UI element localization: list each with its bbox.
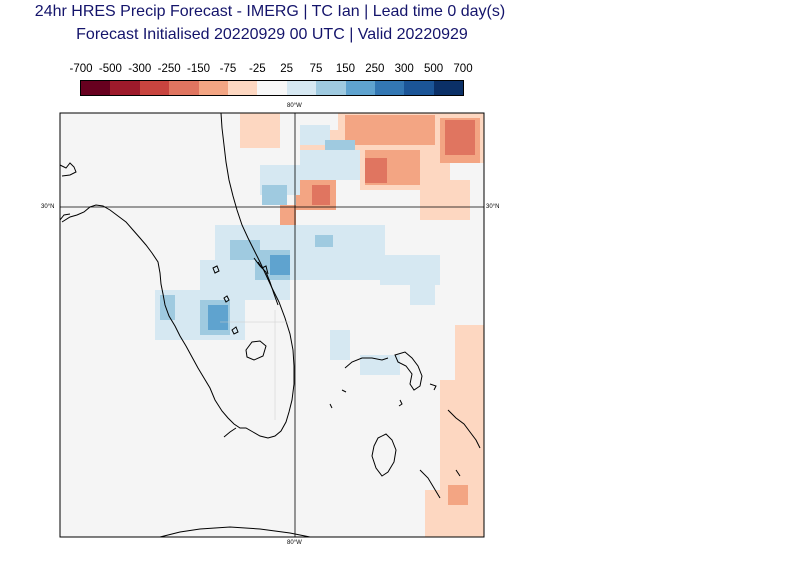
florida-keys: [223, 427, 237, 438]
coastlines: [59, 112, 481, 538]
precip-cell: [345, 115, 435, 145]
andros: [371, 433, 397, 477]
colorbar-label: 75: [309, 63, 323, 75]
map-frame: [59, 112, 485, 538]
colorbar-bin: [374, 81, 405, 95]
precip-cell: [445, 120, 475, 155]
precip-cell: [330, 330, 350, 360]
colorbar-bin: [169, 81, 199, 95]
precip-cell: [280, 205, 296, 225]
colorbar-bin: [316, 81, 346, 95]
precip-cell: [365, 158, 387, 183]
precip-cell: [312, 185, 330, 205]
precip-cell: [420, 180, 470, 220]
colorbar-bin: [227, 81, 258, 95]
precip-cell: [315, 235, 333, 247]
colorbar-bin: [433, 81, 464, 95]
colorbar-label: 25: [280, 63, 294, 75]
colorbar-label: -250: [157, 63, 181, 75]
colorbar-bin: [404, 81, 434, 95]
precip-cell: [230, 240, 260, 260]
lon-label-top: 80°W: [287, 103, 302, 109]
precip-cell: [460, 325, 475, 340]
colorbar-label: 150: [335, 63, 356, 75]
colorbar-label: -500: [98, 63, 122, 75]
colorbar-label: -25: [248, 63, 266, 75]
lat-label-right: 30°N: [486, 204, 500, 210]
precip-cell: [440, 380, 484, 490]
eleuthera: [447, 409, 481, 449]
exuma: [419, 469, 441, 499]
colorbar-bin: [257, 81, 287, 95]
precip-cell: [300, 125, 330, 145]
precip-cell: [208, 305, 228, 330]
precip-cell: [240, 113, 280, 148]
precip-cell: [160, 295, 175, 320]
colorbar-bin: [81, 81, 111, 95]
colorbar-label: -150: [187, 63, 211, 75]
colorbar-label: -700: [69, 63, 93, 75]
precip-cell: [262, 185, 287, 205]
lon-label-bottom: 80°W: [287, 540, 302, 546]
precip-cell: [360, 355, 400, 375]
colorbar-label: 250: [365, 63, 385, 75]
cape-canaveral: [257, 261, 269, 275]
title-line-1: 24hr HRES Precip Forecast - IMERG | TC I…: [34, 3, 506, 20]
georgia-coast: [59, 162, 77, 177]
lat-label-left: 30°N: [41, 204, 55, 210]
colorbar-bin: [286, 81, 317, 95]
colorbar-label: 300: [394, 63, 414, 75]
grand-bahama: [344, 357, 389, 369]
cuba-coast: [159, 526, 311, 538]
precip-cell: [380, 255, 440, 285]
colorbar-bin: [110, 81, 140, 95]
indian-river-lagoon: [253, 257, 279, 306]
lake-okeechobee: [245, 340, 267, 361]
precip-cell: [270, 255, 290, 275]
precip-cell: [410, 285, 435, 305]
colorbar-bin: [345, 81, 375, 95]
colorbar-bin: [198, 81, 228, 95]
abaco: [394, 351, 423, 391]
precip-cell: [300, 150, 360, 180]
colorbar-label: 500: [424, 63, 444, 75]
gulf-coast-segment: [59, 213, 71, 221]
colorbar-label: -75: [219, 63, 237, 75]
florida-coastline: [61, 112, 295, 439]
colorbar: [80, 80, 464, 96]
title-line-2: Forecast Initialised 20220929 00 UTC | V…: [76, 26, 468, 43]
colorbar-label: 700: [453, 63, 473, 75]
precip-cell: [448, 485, 468, 505]
colorbar-label: -300: [128, 63, 152, 75]
colorbar-bin: [139, 81, 170, 95]
